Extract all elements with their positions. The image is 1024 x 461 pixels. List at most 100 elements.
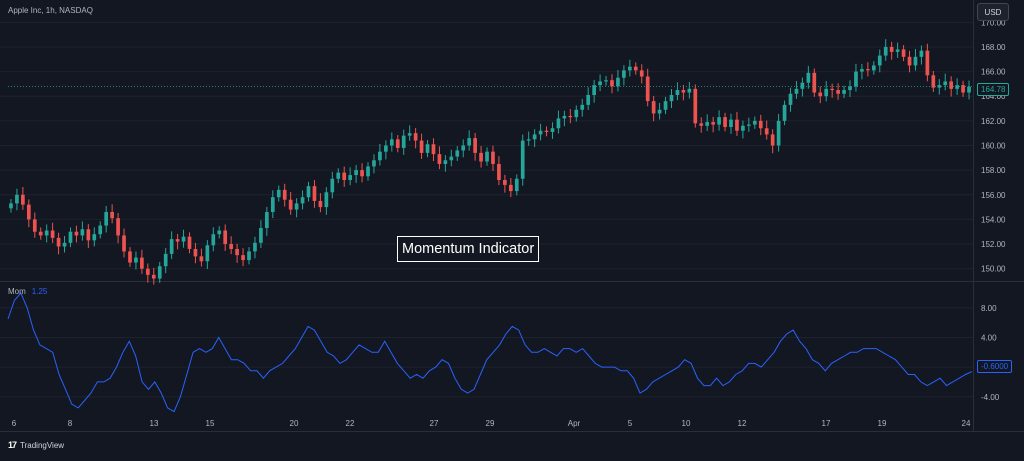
candle-body	[544, 130, 549, 132]
time-tick-label: 19	[878, 419, 887, 428]
momentum-tick-label: 4.00	[981, 334, 997, 343]
candle-body	[98, 225, 103, 235]
candle-body	[92, 234, 97, 241]
candle-body	[443, 160, 448, 164]
candle-body	[645, 76, 650, 102]
time-tick-label: 29	[486, 419, 495, 428]
candle-body	[824, 88, 829, 97]
tradingview-footer[interactable]: 17 TradingView	[8, 440, 64, 450]
candle-body	[830, 88, 835, 91]
candle-body	[889, 46, 894, 52]
last-price-tag: 164.78	[977, 83, 1010, 96]
candle-body	[794, 88, 799, 94]
candle-body	[9, 203, 13, 209]
candle-body	[199, 256, 204, 262]
candle-body	[86, 229, 91, 241]
candle-body	[473, 138, 477, 153]
candle-body	[247, 251, 251, 261]
candle-body	[943, 81, 948, 86]
candle-body	[747, 124, 751, 126]
candle-body	[556, 118, 561, 129]
candle-body	[967, 86, 971, 93]
candle-body	[437, 154, 442, 164]
candle-body	[181, 236, 186, 242]
time-tick-label: Apr	[568, 419, 581, 428]
momentum-value-tag: -0.6000	[977, 360, 1013, 373]
candle-body	[169, 239, 174, 254]
candle-body	[526, 139, 531, 141]
candle-body	[372, 160, 376, 167]
candle-body	[38, 231, 43, 236]
momentum-line	[7, 292, 973, 413]
candle-body	[848, 86, 852, 91]
candle-body	[550, 128, 555, 132]
candle-body	[776, 120, 781, 146]
candle-body	[401, 135, 406, 148]
candle-body	[318, 200, 323, 208]
candle-body	[729, 119, 733, 128]
candle-body	[68, 231, 73, 243]
candle-body	[532, 134, 537, 140]
candle-body	[616, 77, 620, 87]
candle-body	[699, 123, 704, 126]
candle-body	[276, 189, 281, 198]
candle-body	[479, 152, 483, 162]
candle-body	[32, 219, 37, 232]
candle-body	[871, 65, 876, 71]
candle-body	[538, 130, 543, 135]
time-tick-label: 17	[822, 419, 831, 428]
candle-body	[378, 151, 382, 161]
candle-body	[348, 175, 353, 180]
candle-body	[229, 244, 233, 249]
candle-body	[205, 245, 210, 262]
candle-body	[508, 184, 513, 192]
tradingview-brand: TradingView	[20, 440, 65, 450]
price-tick-label: 166.00	[981, 68, 1006, 77]
time-tick-label: 6	[12, 419, 17, 428]
candle-body	[151, 274, 156, 279]
currency-button[interactable]: USD	[977, 3, 1009, 21]
candle-body	[360, 170, 364, 177]
candle-body	[836, 90, 840, 94]
candle-body	[503, 179, 507, 185]
candle-body	[711, 122, 715, 125]
candle-body	[431, 144, 436, 155]
time-tick-label: 27	[430, 419, 439, 428]
candle-body	[44, 230, 49, 236]
candle-body	[592, 85, 596, 95]
candle-body	[157, 266, 162, 279]
price-tick-label: 168.00	[981, 43, 1006, 52]
candle-body	[705, 122, 710, 126]
time-tick-label: 15	[206, 419, 215, 428]
candle-body	[961, 85, 965, 93]
candle-body	[562, 115, 567, 119]
candle-body	[259, 228, 263, 243]
candle-body	[752, 120, 757, 125]
candle-body	[145, 268, 150, 275]
candle-body	[806, 72, 811, 83]
momentum-legend-value: 1.25	[31, 287, 48, 296]
momentum-legend: Mom 1.25	[8, 287, 47, 296]
time-tick-label: 8	[68, 419, 73, 428]
candle-body	[80, 229, 85, 236]
time-tick-label: 13	[150, 419, 159, 428]
candle-body	[300, 197, 305, 204]
candle-body	[366, 166, 370, 177]
candle-body	[907, 56, 912, 66]
overlay-title: Momentum Indicator	[397, 236, 540, 262]
time-tick-label: 20	[290, 419, 299, 428]
candle-body	[56, 237, 61, 247]
candle-body	[639, 70, 644, 77]
candle-body	[919, 50, 924, 57]
candle-body	[669, 94, 674, 102]
candle-body	[270, 197, 275, 213]
candle-body	[193, 248, 198, 257]
candle-body	[604, 80, 608, 82]
price-tick-label: 152.00	[981, 240, 1006, 249]
time-tick-label: 12	[738, 419, 747, 428]
candle-body	[622, 70, 626, 78]
candle-body	[312, 186, 317, 201]
candle-body	[913, 56, 918, 66]
candle-body	[663, 101, 668, 110]
